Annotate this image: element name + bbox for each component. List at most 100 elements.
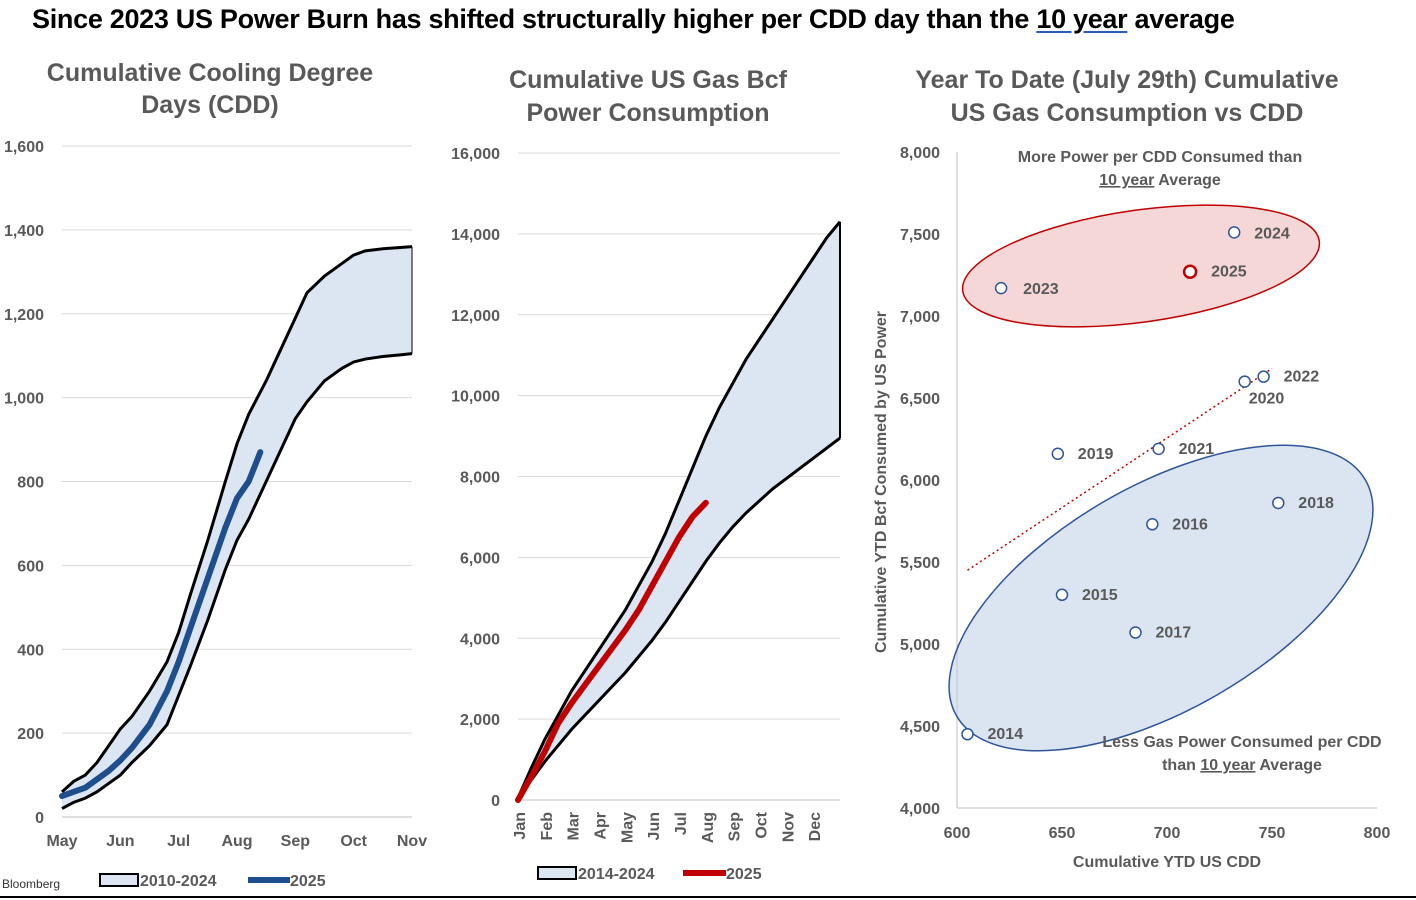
scatter-y-tick: 6,500 (900, 391, 940, 408)
scatter-point (1238, 375, 1251, 388)
scatter-y-tick: 7,000 (900, 309, 940, 326)
cdd-legend-band-label: 2010-2024 (140, 873, 217, 890)
scatter-x-tick: 700 (1154, 825, 1181, 842)
scatter-point (1051, 447, 1065, 461)
cdd-y-tick: 600 (17, 558, 44, 575)
gas-y-tick: 12,000 (451, 308, 500, 325)
cdd-y-tick: 1,000 (4, 391, 44, 408)
cdd-x-tick: Jul (167, 833, 190, 850)
scatter-y-tick: 5,000 (900, 637, 940, 654)
cdd-x-tick: Oct (340, 833, 367, 850)
scatter-point (1272, 496, 1285, 510)
scatter-y-tick: 5,500 (900, 555, 940, 572)
gas-y-tick: 0 (491, 793, 500, 810)
gas-x-tick: Aug (700, 812, 717, 843)
scatter-point (1257, 370, 1270, 383)
gas-x-tick: Sep (727, 812, 744, 842)
scatter-point (1146, 518, 1159, 531)
gas-y-tick: 8,000 (460, 470, 500, 487)
scatter-point-label: 2016 (1172, 516, 1208, 533)
scatter-x-tick: 600 (944, 825, 971, 842)
gas-band-upper (516, 220, 842, 799)
gas-x-tick: May (619, 812, 636, 843)
scatter-point-label: 2021 (1179, 441, 1215, 458)
gas-line-2025 (515, 499, 709, 803)
cdd-y-tick: 800 (17, 475, 44, 492)
cdd-title-line2: Days (CDD) (141, 91, 279, 119)
scatter-point (1129, 626, 1142, 639)
gas-x-tick: Nov (780, 812, 797, 842)
scatter-title-line1: Year To Date (July 29th) Cumulative (915, 66, 1338, 94)
source-label: Bloomberg (2, 877, 61, 891)
cdd-y-tick: 0 (35, 810, 44, 827)
main-title: Since 2023 US Power Burn has shifted str… (32, 4, 1235, 34)
scatter-point (1152, 442, 1165, 456)
scatter-point-label: 2017 (1156, 625, 1192, 642)
cdd-x-tick: Sep (281, 833, 311, 850)
cdd-y-tick: 1,200 (4, 307, 44, 324)
scatter-x-tick: 750 (1259, 825, 1286, 842)
scatter-point (1227, 226, 1241, 239)
cdd-title-line1: Cumulative Cooling Degree (47, 59, 374, 87)
gas-band-fill (518, 221, 840, 799)
scatter-point (1055, 588, 1069, 602)
gas-x-tick: Jan (512, 812, 529, 840)
gas-legend-line-label: 2025 (726, 866, 762, 883)
annot-bottom-line1: Less Gas Power Consumed per CDD (1102, 734, 1381, 751)
gas-y-tick: 16,000 (451, 146, 500, 163)
gas-x-tick: Mar (566, 812, 583, 840)
scatter-point-label: 2024 (1254, 225, 1290, 242)
scatter-point-label: 2014 (988, 726, 1024, 743)
bottom-rule (0, 896, 1416, 898)
cdd-x-tick: Jun (106, 833, 134, 850)
gas-y-tick: 2,000 (460, 712, 500, 729)
gas-band-lower (516, 436, 841, 800)
scatter-x-tick: 650 (1049, 825, 1076, 842)
cdd-y-tick: 400 (17, 642, 44, 659)
cdd-band-lower (61, 352, 413, 810)
scatter-point (1182, 264, 1198, 279)
scatter-y-label: Cumulative YTD Bcf Consumed by US Power (873, 311, 890, 653)
gas-x-tick: Apr (593, 812, 610, 840)
scatter-y-tick: 4,500 (900, 719, 940, 736)
scatter-x-label: Cumulative YTD US CDD (1073, 854, 1261, 871)
scatter-y-tick: 6,000 (900, 473, 940, 490)
title-underlined: 10 year (1036, 4, 1128, 34)
gas-x-tick: Oct (754, 811, 771, 838)
scatter-low-ellipse (948, 444, 1374, 752)
scatter-point-label: 2025 (1211, 264, 1247, 281)
scatter-trend-line (967, 367, 1273, 571)
gas-y-tick: 10,000 (451, 389, 500, 406)
scatter-point-label: 2015 (1082, 587, 1118, 604)
scatter-point-label: 2019 (1078, 446, 1114, 463)
annot-top-line2: 10 year Average (1099, 172, 1221, 189)
scatter-high-ellipse (961, 204, 1321, 328)
scatter-title-line2: US Gas Consumption vs CDD (951, 99, 1304, 127)
gas-x-tick: Dec (807, 812, 824, 841)
gas-x-tick: Jul (673, 812, 690, 835)
annot-bottom-line2: than 10 year Average (1162, 757, 1322, 774)
scatter-point-label: 2018 (1298, 495, 1334, 512)
cdd-y-tick: 1,600 (4, 139, 44, 156)
scatter-point-label: 2022 (1284, 369, 1320, 386)
cdd-band-upper (60, 245, 413, 793)
scatter-point-label: 2023 (1023, 281, 1059, 298)
gas-x-tick: Jun (646, 812, 663, 840)
scatter-point (961, 727, 974, 741)
gas-title-line2: Power Consumption (526, 99, 769, 127)
cdd-y-tick: 200 (17, 726, 44, 743)
scatter-y-tick: 8,000 (900, 145, 940, 162)
gas-y-tick: 14,000 (451, 227, 500, 244)
cdd-x-tick: May (46, 833, 77, 850)
gas-y-tick: 6,000 (460, 550, 500, 567)
gas-legend-band-label: 2014-2024 (578, 866, 655, 883)
scatter-y-tick: 4,000 (900, 801, 940, 818)
cdd-y-tick: 1,400 (4, 223, 44, 240)
gas-y-tick: 4,000 (460, 631, 500, 648)
annot-top-line1: More Power per CDD Consumed than (1018, 149, 1302, 166)
scatter-y-tick: 7,500 (900, 227, 940, 244)
scatter-point-label: 2020 (1249, 391, 1285, 408)
cdd-x-tick: Aug (221, 833, 252, 850)
scatter-point (994, 281, 1008, 295)
